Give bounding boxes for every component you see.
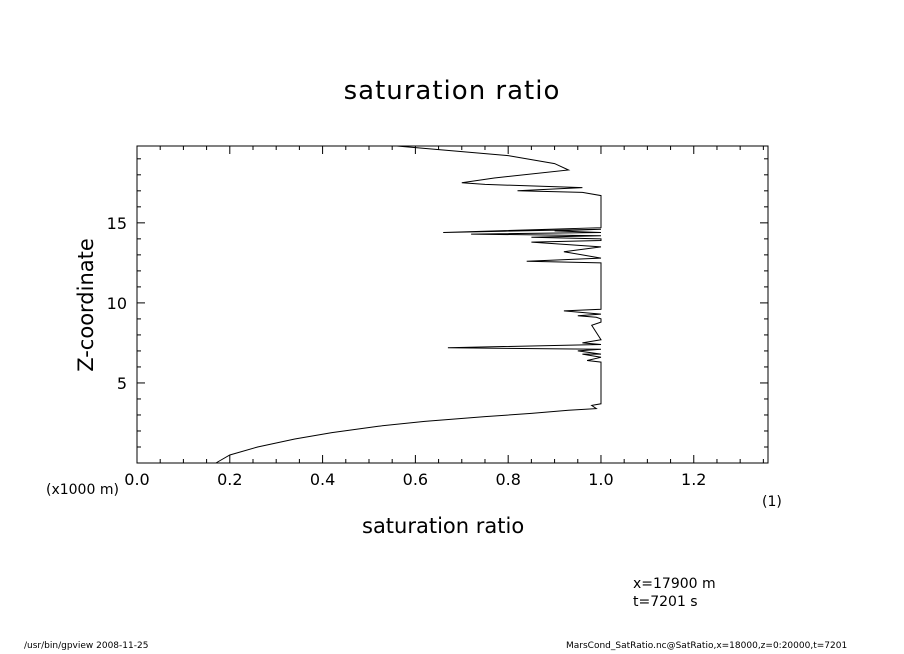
- footer-program: /usr/bin/gpview 2008-11-25: [24, 641, 149, 651]
- x-tick-label: 1.2: [681, 470, 706, 489]
- x-axis-unit: (1): [762, 494, 782, 510]
- position-info: x=17900 m: [633, 576, 716, 592]
- x-tick-label: 0.6: [403, 470, 428, 489]
- y-tick-label: 10: [107, 294, 127, 313]
- y-tick-label: 5: [117, 374, 127, 393]
- axis-ticks: [136, 146, 768, 463]
- axis-tick-labels: 0.0 0.2 0.4 0.6 0.8 1.0 1.2 5 10 15: [107, 214, 707, 489]
- x-tick-label: 0.8: [495, 470, 520, 489]
- time-info: t=7201 s: [633, 594, 698, 610]
- x-tick-label: 1.0: [588, 470, 613, 489]
- x-tick-label: 0.4: [310, 470, 335, 489]
- x-tick-label: 0.0: [124, 470, 149, 489]
- saturation-ratio-line: [215, 145, 602, 464]
- x-tick-label: 0.2: [217, 470, 242, 489]
- y-axis-unit: (x1000 m): [46, 482, 119, 498]
- y-axis-label: Z-coordinate: [74, 238, 98, 372]
- plot-frame: [136, 145, 769, 464]
- x-axis-label: saturation ratio: [362, 514, 525, 538]
- y-tick-label: 15: [107, 214, 127, 233]
- chart-title: saturation ratio: [343, 76, 561, 106]
- footer-source: MarsCond_SatRatio.nc@SatRatio,x=18000,z=…: [566, 641, 848, 651]
